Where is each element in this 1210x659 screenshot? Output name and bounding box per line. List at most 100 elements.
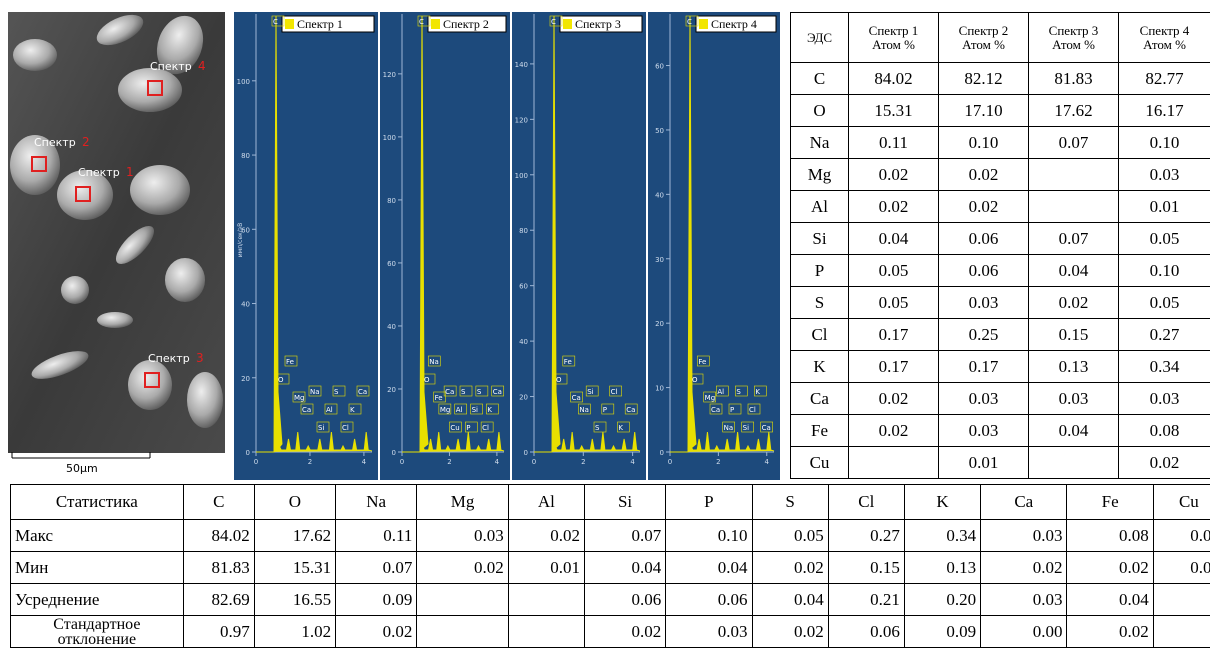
table-cell: 0.03 [1029,383,1119,415]
x-tick-label: 2 [716,458,720,466]
table-cell: K [904,485,980,520]
table-cell: 0.03 [1119,383,1210,415]
peak-label: P [466,424,470,432]
table-cell: Спектр 3Атом % [1029,13,1119,63]
peak-label: O [692,376,698,384]
cell-line: Стандартное [15,617,179,632]
table-cell: Cl [791,319,849,351]
table-cell [849,447,939,479]
x-tick-label: 0 [400,458,404,466]
cell-line: Спектр 4 [1123,24,1206,38]
peak-label: Fe [698,358,706,366]
table-cell: 82.69 [183,584,254,616]
peak-label: C [687,18,692,26]
table-cell: C [183,485,254,520]
y-tick-label: 100 [237,78,250,86]
legend-swatch [431,19,440,29]
table-cell: K [791,351,849,383]
peak-label: S [461,388,466,396]
table-cell: C [791,63,849,95]
x-tick-label: 2 [581,458,585,466]
table-cell: 0.03 [981,520,1067,552]
table-cell: 17.62 [254,520,335,552]
legend-label: Спектр 2 [443,17,489,31]
marker-number: 4 [198,59,206,73]
table-row: P0.050.060.040.10 [791,255,1210,287]
legend-label: Спектр 4 [711,17,757,31]
table-cell: 0.04 [584,552,665,584]
table-cell [1029,159,1119,191]
peak-label: K [350,406,355,414]
y-tick-label: 10 [655,385,664,393]
table-cell: 0.08 [1119,415,1210,447]
table-cell: 0.06 [939,255,1029,287]
cell-line: отклонение [15,632,179,647]
table-cell: 81.83 [183,552,254,584]
table-cell [417,584,508,616]
peak-label: K [618,424,623,432]
table-cell: Fe [1067,485,1153,520]
table-row: Ca0.020.030.030.03 [791,383,1210,415]
table-cell: O [254,485,335,520]
peak-label: Ca [302,406,311,414]
table-cell: Fe [791,415,849,447]
peak-label: Si [318,424,324,432]
sem-image [8,9,225,458]
table-cell: 0.97 [183,616,254,648]
peak-label: K [755,388,760,396]
table-cell: 0.02 [508,520,584,552]
y-tick-label: 50 [655,127,664,135]
table-cell: 0.05 [1119,223,1210,255]
table-cell: 0.34 [1119,351,1210,383]
y-tick-label: 0 [524,449,528,457]
table-cell: 0.08 [1067,520,1153,552]
y-tick-label: 40 [655,191,664,199]
table-cell: 1.02 [254,616,335,648]
marker-label: Спектр [148,352,190,365]
peak-label: Na [429,358,439,366]
table-cell: 0.02 [1067,552,1153,584]
table-cell: Макс [11,520,184,552]
table-cell: 0.06 [828,616,904,648]
peak-label: P [730,406,734,414]
table-row: S0.050.030.020.05 [791,287,1210,319]
spectrum-panel: 020406080100120024Спектр 2CONaFeMgCaCuAl… [380,12,510,480]
y-tick-label: 60 [519,283,528,291]
table-cell: 0.21 [828,584,904,616]
table-row: Si0.040.060.070.05 [791,223,1210,255]
table-cell: Спектр 1Атом % [849,13,939,63]
table-cell: 15.31 [849,95,939,127]
table-cell: 0.05 [1119,287,1210,319]
table-cell [1029,447,1119,479]
peak-label: Cl [611,388,618,396]
table-cell: 0.05 [752,520,828,552]
x-tick-label: 4 [495,458,500,466]
marker-label: Спектр [150,60,192,73]
table-cell: 84.02 [183,520,254,552]
peak-label: Fe [286,358,294,366]
table-cell: 0.11 [336,520,417,552]
x-tick-label: 4 [630,458,635,466]
y-axis-label: имп/сек/эВ [237,223,244,257]
table-cell [1029,191,1119,223]
peak-label: Na [724,424,734,432]
y-tick-label: 20 [387,386,396,394]
table-cell: 0.07 [1029,223,1119,255]
cell-line: Спектр 1 [853,24,934,38]
table-cell: 0.02 [752,616,828,648]
peak-label: Cl [749,406,756,414]
table-cell: 0.17 [939,351,1029,383]
table-cell: 0.05 [849,255,939,287]
legend-label: Спектр 3 [575,17,621,31]
table-cell: 17.62 [1029,95,1119,127]
spectrum-panel: 0102030405060024Спектр 4COFeMgCaAlNaPSSi… [648,12,780,480]
table-cell: 0.09 [336,584,417,616]
table-row: Стандартноеотклонение0.971.020.020.020.0… [11,616,1210,648]
peak-label: Al [717,388,724,396]
peak-label: Ca [626,406,635,414]
table-cell: Cu [1153,485,1210,520]
table-cell: Cu [791,447,849,479]
table-cell: 0.04 [1029,415,1119,447]
table-row: C84.0282.1281.8382.77 [791,63,1210,95]
y-tick-label: 0 [392,449,396,457]
